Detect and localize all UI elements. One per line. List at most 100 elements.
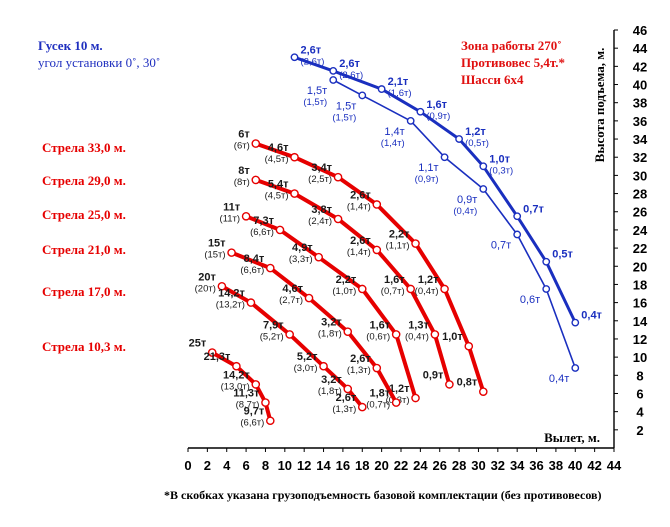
y-tick-label: 32 [633,150,647,165]
y-tick-label: 42 [633,59,647,74]
point-label-base: (1,4т) [347,247,371,258]
series-line [253,141,486,394]
point-label-base: (0,6т) [366,331,390,342]
point-label-base: (6т) [234,141,250,152]
point-label-base: (6,6т) [240,265,264,276]
work-zone-label: Зона работы 270˚ [461,38,562,53]
series-point [464,341,474,351]
x-tick-label: 16 [336,458,350,473]
point-label-main: 1,6т [369,319,390,331]
series-point [261,398,270,407]
point-label-base: (3,3т) [289,254,313,265]
point-label-base: (20т) [195,283,216,294]
point-label-main: 0,7т [523,203,544,215]
point-label-base: (13,2т) [216,300,245,311]
y-tick-label: 44 [633,41,648,56]
point-label-base: (13,0т) [221,381,250,392]
point-label-main: 2,6т [301,44,322,56]
point-label-main: 2,6т [336,392,357,404]
series-point [304,293,314,303]
point-label-base: (2,5т) [308,174,332,185]
x-tick-label: 30 [471,458,485,473]
point-label-main: 1,1т [418,162,438,174]
x-tick-label: 24 [413,458,428,473]
series-point [246,298,256,307]
point-label-main: 2,1т [388,76,409,88]
point-label-main: 1,2т [389,383,410,395]
point-label-base: (1,4т) [381,138,405,149]
point-label-base: (6,6т) [250,227,274,238]
series-point [314,252,324,262]
point-label-main: 0,9т [423,369,444,381]
point-label-base: (1,5т) [332,112,356,123]
series-point [513,212,522,221]
series-point [333,172,343,182]
point-label-base: (5,2т) [260,331,284,342]
series-legend-label: Стрела 17,0 м. [42,284,126,299]
point-label-main: 2,2т [336,274,357,286]
point-label-main: 7,3т [253,215,274,227]
series-point [251,139,261,148]
series-line [244,214,418,400]
point-label-base: (4,5т) [265,154,289,165]
point-label-main: 1,3т [408,319,429,331]
point-label-main: 11,3т [233,388,260,400]
x-tick-label: 0 [184,458,191,473]
series-point [416,107,425,116]
series-point [357,284,367,294]
point-label-main: 6т [238,129,250,141]
y-tick-label: 38 [633,96,647,111]
point-label-base: (0,3т) [489,165,513,176]
series-point [358,91,367,100]
series-point [329,66,338,75]
point-label-main: 3,8т [311,204,332,216]
point-label-main: 14,2т [223,369,250,381]
x-tick-label: 8 [262,458,269,473]
series-point [411,393,420,403]
point-label-main: 3,2т [321,374,342,386]
y-tick-label: 6 [636,386,643,401]
point-label-base: (8т) [234,177,250,188]
point-label-base: (1,0т) [332,286,356,297]
series-point [479,162,488,171]
x-tick-label: 18 [355,458,369,473]
point-label-main: 2,6т [350,235,371,247]
series-point [372,363,382,373]
series-point [329,76,338,84]
x-tick-label: 34 [510,458,525,473]
point-label-base: (1,3т) [332,404,356,415]
y-tick-label: 12 [633,332,647,347]
series-point [275,225,285,235]
point-label-base: (2,4т) [308,216,332,227]
x-tick-label: 6 [242,458,249,473]
series-point [440,284,449,294]
y-tick-label: 22 [633,241,647,256]
point-label-base: (15т) [204,250,225,261]
point-label-main: 0,4т [581,310,602,322]
series-legend-label: Стрела 29,0 м. [42,173,126,188]
x-tick-label: 44 [607,458,622,473]
y-tick-label: 28 [633,187,647,202]
y-tick-label: 34 [633,132,648,147]
x-tick-label: 28 [452,458,466,473]
x-tick-label: 42 [587,458,601,473]
point-label-base: (2,6т) [339,70,363,81]
series-point [542,285,551,293]
point-label-main: 11т [223,201,241,213]
series-point [571,318,580,327]
point-label-main: 3,2т [321,317,342,329]
point-label-base: (11т) [220,213,241,224]
point-label-base: (0,7т) [381,286,405,297]
point-label-base: (0,7т) [366,400,390,411]
series-point [290,152,299,162]
point-label-main: 15т [208,238,226,250]
series-point [478,387,488,396]
x-tick-label: 22 [394,458,408,473]
point-label-main: 4,6т [282,283,303,295]
point-label-main: 1,6т [384,274,405,286]
point-label-base: (1,5т) [303,97,327,108]
point-label-main: 14,2т [218,288,245,300]
point-label-main: 1,6т [426,99,447,111]
series-legend-label: Стрела 33,0 м. [42,140,126,155]
